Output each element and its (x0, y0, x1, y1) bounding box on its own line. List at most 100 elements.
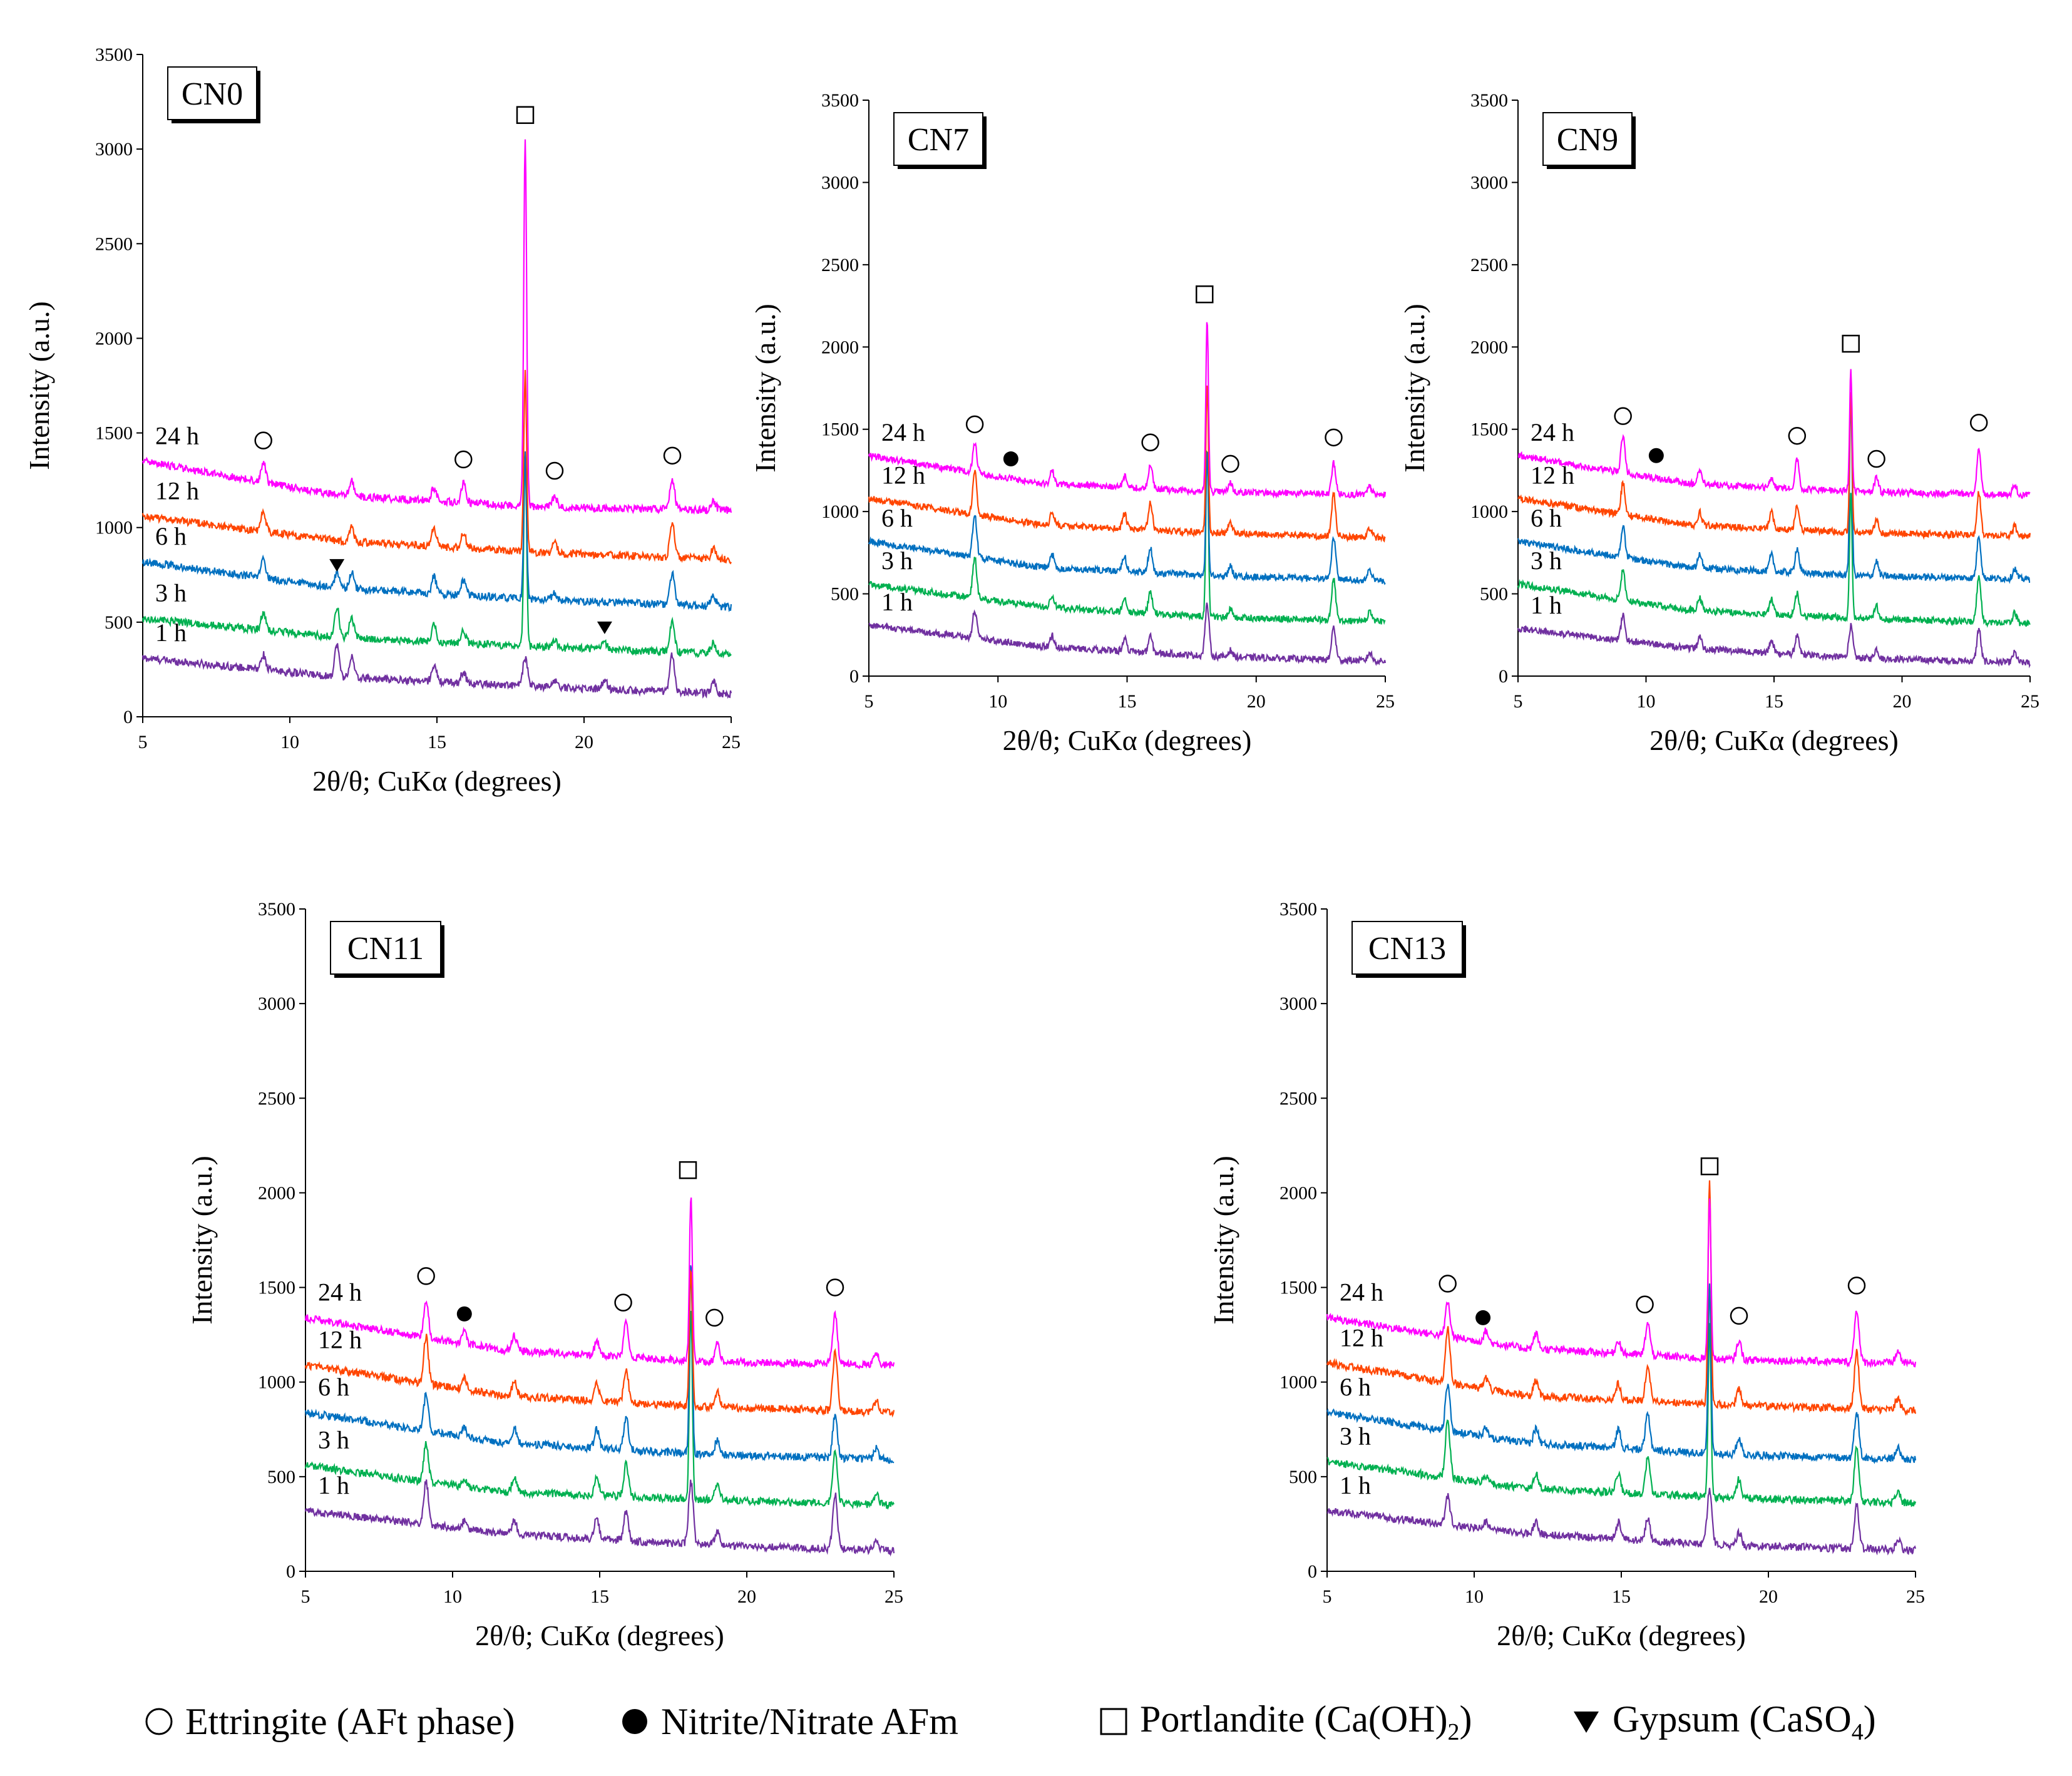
y-tick-label: 3000 (258, 993, 295, 1014)
series-label: 1 h (318, 1471, 349, 1499)
y-tick-label: 2000 (821, 337, 859, 357)
series-label: 24 h (1531, 418, 1574, 446)
series-label: 12 h (318, 1325, 362, 1353)
y-tick-label: 1000 (821, 501, 859, 522)
title-box (1542, 112, 1633, 166)
y-axis-title: Intensity (a.u.) (1208, 1156, 1239, 1325)
afm-marker (1648, 448, 1664, 463)
title-box (893, 112, 983, 166)
x-tick-label: 10 (280, 732, 299, 752)
series-line-24h (868, 322, 1387, 500)
title-box (167, 66, 257, 120)
y-tick-label: 1000 (1470, 501, 1508, 522)
ettringite-marker (965, 415, 984, 434)
y-tick-label: 3500 (1280, 899, 1317, 920)
ettringite-marker (705, 1308, 724, 1327)
legend-label-gypsum: Gypsum (CaSO4) (1613, 1698, 1876, 1745)
portlandite-marker (1700, 1157, 1719, 1176)
y-tick-label: 2500 (821, 255, 859, 275)
series-line-24h (1326, 1198, 1917, 1368)
x-tick-label: 25 (2021, 691, 2039, 712)
series-label: 1 h (1340, 1471, 1371, 1499)
y-tick-label: 2000 (1280, 1183, 1317, 1203)
series-label: 12 h (1531, 461, 1574, 489)
series-label: 6 h (881, 504, 913, 532)
x-tick-label: 10 (1637, 691, 1656, 712)
filled-circle-icon (622, 1709, 647, 1734)
series-line-12h (141, 369, 732, 565)
ettringite-marker (1636, 1295, 1654, 1314)
series-line-3h (141, 456, 732, 659)
series-line-6h (868, 451, 1386, 585)
x-tick-label: 15 (428, 732, 446, 752)
portlandite-marker (1196, 285, 1214, 304)
open-square-icon (1100, 1708, 1127, 1735)
series-line-24h (1517, 369, 2031, 500)
open-circle-icon (145, 1708, 173, 1735)
series-line-3h (304, 1310, 895, 1510)
afm-marker (1475, 1310, 1491, 1325)
y-tick-label: 0 (1499, 666, 1508, 687)
series-label: 24 h (1340, 1278, 1383, 1306)
portlandite-marker (1842, 334, 1860, 353)
y-tick-label: 3500 (1470, 90, 1508, 111)
y-tick-label: 1000 (258, 1372, 295, 1393)
series-label: 12 h (155, 476, 199, 505)
title-box (1351, 921, 1463, 975)
x-tick-label: 20 (1247, 691, 1266, 712)
series-line-6h (304, 1265, 895, 1464)
x-tick-label: 25 (722, 732, 741, 752)
y-tick-label: 3000 (95, 139, 133, 160)
y-tick-label: 3000 (821, 172, 859, 193)
panel-title: CN11 (347, 931, 424, 967)
legend-item-afm: Nitrite/Nitrate AFm (620, 1690, 958, 1753)
afm-marker (1003, 451, 1018, 467)
panel-cn7: 0 500 1000 1500 2000 2500 3000 3500 5 10 15 20 25 2θ/… (749, 90, 1395, 756)
series-line-3h (1517, 493, 2031, 629)
series-label: 12 h (1340, 1323, 1383, 1352)
ettringite-marker (614, 1293, 632, 1312)
y-tick-label: 2500 (1470, 255, 1508, 275)
panel-cn13: 0 500 1000 1500 2000 2500 3000 3500 5 10 15 20 25 2θ/… (1208, 899, 1925, 1651)
y-tick-label: 3500 (821, 90, 859, 111)
x-axis-title: 2θ/θ; CuKα (degrees) (1649, 724, 1899, 756)
y-tick-label: 3000 (1280, 993, 1317, 1014)
y-tick-label: 500 (831, 584, 859, 605)
x-tick-label: 10 (988, 691, 1007, 712)
legend-label-ettringite: Ettringite (AFt phase) (185, 1700, 515, 1742)
y-tick-label: 2500 (258, 1088, 295, 1109)
ettringite-marker (1730, 1306, 1748, 1325)
y-tick-label: 1500 (95, 423, 133, 444)
x-tick-label: 5 (864, 691, 874, 712)
x-tick-label: 20 (737, 1586, 756, 1607)
y-tick-label: 1500 (258, 1278, 295, 1298)
series-line-1h (304, 1479, 895, 1557)
series-line-12h (868, 385, 1386, 543)
y-axis-title: Intensity (a.u.) (186, 1156, 218, 1325)
series-label: 6 h (1531, 504, 1562, 532)
gypsum-marker (329, 559, 345, 572)
x-tick-label: 5 (301, 1586, 310, 1607)
x-tick-label: 20 (1893, 691, 1912, 712)
y-tick-label: 1500 (821, 419, 859, 440)
portlandite-marker (516, 106, 535, 124)
series-line-12h (1326, 1180, 1917, 1417)
portlandite-marker (679, 1161, 697, 1179)
x-tick-label: 10 (443, 1586, 462, 1607)
ettringite-marker (1788, 426, 1807, 445)
y-tick-label: 500 (105, 612, 133, 633)
y-tick-label: 2000 (258, 1183, 295, 1203)
ettringite-marker (1867, 449, 1885, 468)
series-label: 3 h (881, 547, 913, 575)
series-line-12h (304, 1269, 895, 1418)
legend-label-portlandite: Portlandite (Ca(OH)2) (1140, 1698, 1472, 1745)
y-tick-label: 0 (849, 666, 859, 687)
series-line-24h (304, 1197, 895, 1370)
x-tick-label: 15 (1765, 691, 1783, 712)
series-label: 6 h (318, 1373, 349, 1401)
y-tick-label: 2000 (95, 328, 133, 349)
y-tick-label: 1000 (1280, 1372, 1317, 1393)
ettringite-marker (545, 461, 564, 480)
series-label: 6 h (155, 522, 187, 550)
